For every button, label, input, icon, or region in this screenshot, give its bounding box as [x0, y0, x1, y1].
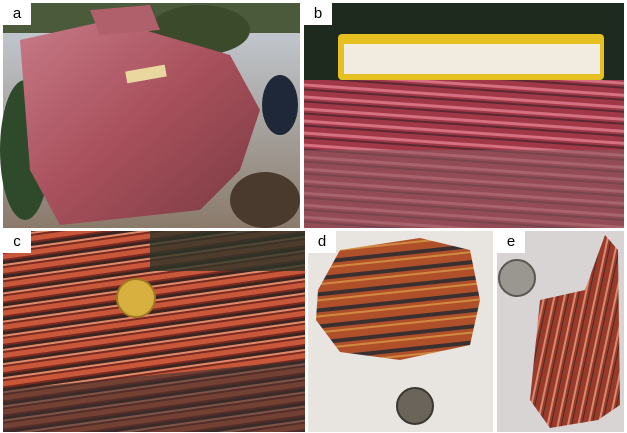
rock-specimen — [530, 235, 620, 428]
panel-d: d — [308, 231, 493, 432]
label-box — [3, 3, 31, 25]
notebook — [125, 64, 167, 84]
rock-specimen — [316, 238, 480, 360]
panel-label: c — [13, 233, 21, 250]
panel-label: d — [318, 233, 326, 250]
coin — [396, 387, 434, 425]
panel-label: a — [13, 5, 22, 22]
label-box — [308, 231, 336, 253]
rock-surface — [304, 150, 624, 228]
shadow — [3, 360, 305, 432]
rock — [20, 20, 260, 225]
rock — [90, 5, 160, 35]
coin — [498, 259, 536, 297]
person — [262, 75, 298, 135]
panel-b: b — [304, 3, 624, 228]
label-box — [304, 3, 332, 25]
panel-label: e — [507, 233, 515, 250]
panel-c: c — [3, 231, 305, 432]
panel-e: e — [497, 231, 624, 432]
panel-a: a — [0, 3, 300, 228]
label-box — [497, 231, 525, 253]
ground — [230, 172, 300, 228]
book-pages — [344, 44, 600, 74]
panel-label: b — [314, 5, 322, 22]
label-box — [3, 231, 31, 253]
vegetation — [150, 231, 305, 271]
coin — [116, 278, 156, 318]
